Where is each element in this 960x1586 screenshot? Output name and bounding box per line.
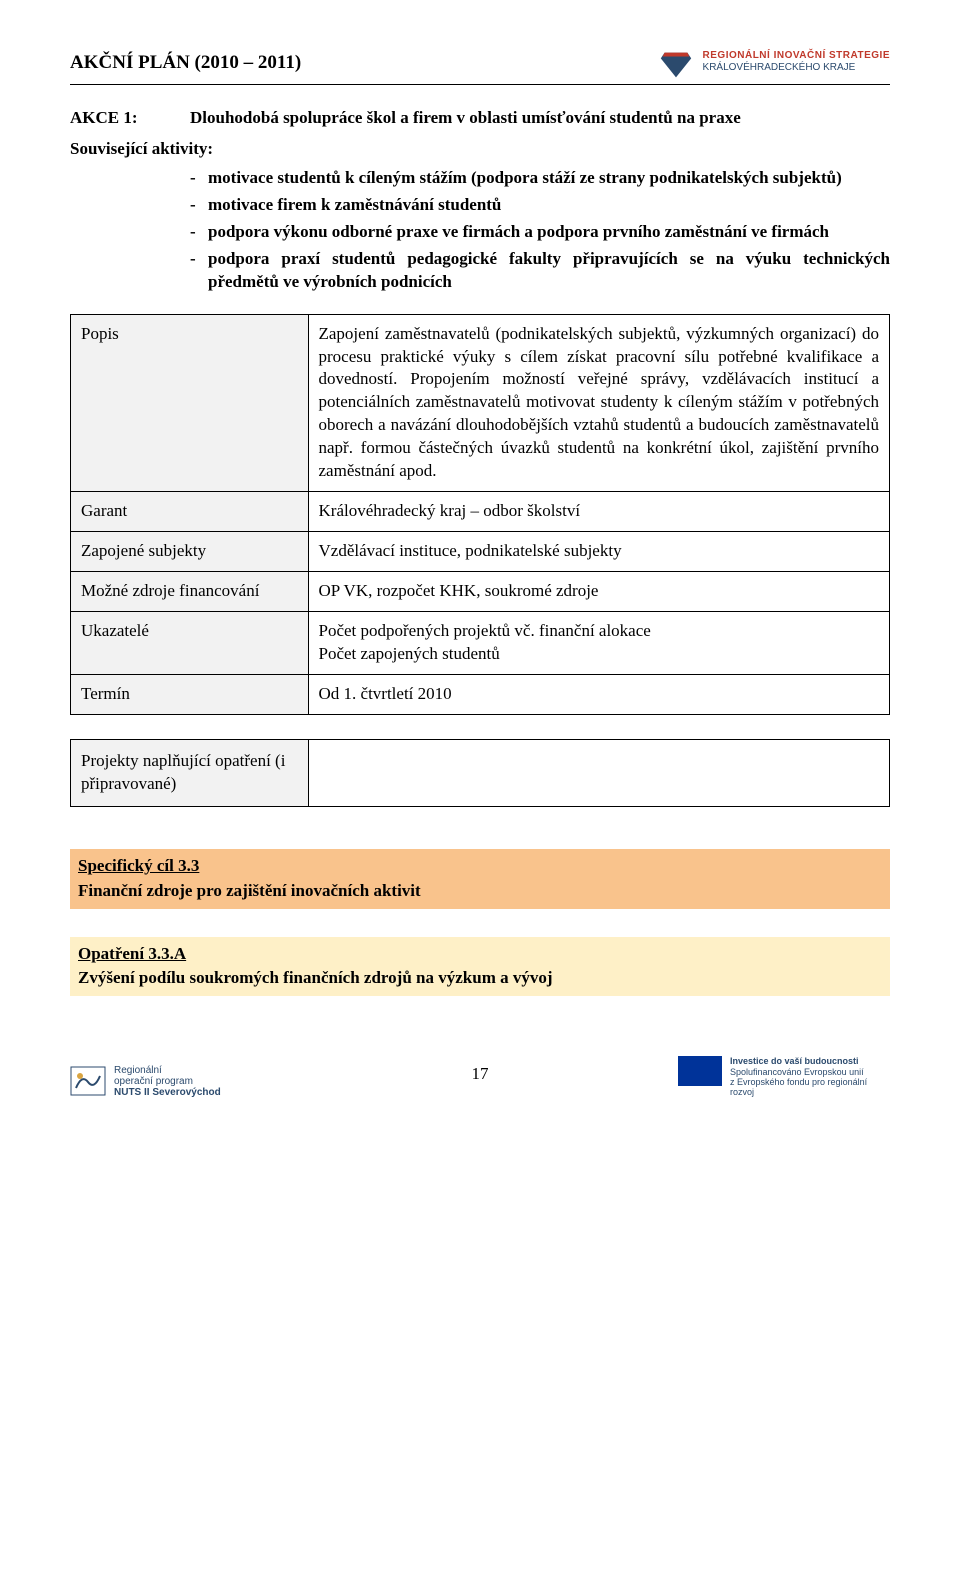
cell-val: Vzdělávací instituce, podnikatelské subj… [308,532,890,572]
akce-label: AKCE 1: [70,107,190,130]
footer-right: ★ Investice do vaší budoucnosti Spolufin… [678,1056,890,1097]
eu-flag-icon: ★ [678,1056,722,1086]
footer-left-l2: operační program [114,1076,221,1087]
footer-right-l3: z Evropského fondu pro regionální rozvoj [730,1077,890,1098]
cell-key: Termín [71,674,309,714]
header-logo: REGIONÁLNÍ INOVAČNÍ STRATEGIE KRÁLOVÉHRA… [657,50,890,80]
cell-val: Královéhradecký kraj – odbor školství [308,492,890,532]
band-title: Opatření 3.3.A [78,943,882,966]
band-title: Specifický cíl 3.3 [78,855,882,878]
table-row: Možné zdroje financování OP VK, rozpočet… [71,572,890,612]
list-item: podpora výkonu odborné praxe ve firmách … [190,221,890,244]
akce-title: Dlouhodobá spolupráce škol a firem v obl… [190,107,890,130]
band-desc: Zvýšení podílu soukromých finančních zdr… [78,967,882,990]
list-item: podpora praxí studentů pedagogické fakul… [190,248,890,294]
footer-left: Regionální operační program NUTS II Seve… [70,1065,221,1098]
cell-key: Popis [71,314,309,492]
footer-left-l1: Regionální [114,1065,221,1076]
table-row: Termín Od 1. čtvrtletí 2010 [71,674,890,714]
cell-key: Zapojené subjekty [71,532,309,572]
footer-right-l1: Investice do vaší budoucnosti [730,1056,890,1066]
projects-table: Projekty naplňující opatření (i připravo… [70,739,890,807]
list-item: motivace firem k zaměstnávání studentů [190,194,890,217]
logo-line1: REGIONÁLNÍ INOVAČNÍ STRATEGIE [703,50,890,62]
page-header: AKČNÍ PLÁN (2010 – 2011) REGIONÁLNÍ INOV… [70,50,890,80]
bullet-list: motivace studentů k cíleným stážím (podp… [70,167,890,294]
logo-line2: KRÁLOVÉHRADECKÉHO KRAJE [703,62,890,74]
shield-icon [657,50,695,80]
document-title: AKČNÍ PLÁN (2010 – 2011) [70,50,301,76]
cell-val: Od 1. čtvrtletí 2010 [308,674,890,714]
measure-band: Opatření 3.3.A Zvýšení podílu soukromých… [70,937,890,997]
cell-key: Ukazatelé [71,611,309,674]
related-activities-head: Související aktivity: [70,138,890,161]
cell-val: OP VK, rozpočet KHK, soukromé zdroje [308,572,890,612]
table-row: Projekty naplňující opatření (i připravo… [71,739,890,806]
cell-val [308,739,890,806]
specific-goal-band: Specifický cíl 3.3 Finanční zdroje pro z… [70,849,890,909]
cell-key: Možné zdroje financování [71,572,309,612]
program-logo-icon [70,1066,106,1096]
table-row: Garant Královéhradecký kraj – odbor škol… [71,492,890,532]
footer-right-l2: Spolufinancováno Evropskou unií [730,1067,890,1077]
akce-heading: AKCE 1: Dlouhodobá spolupráce škol a fir… [70,107,890,130]
band-desc: Finanční zdroje pro zajištění inovačních… [78,880,882,903]
table-row: Zapojené subjekty Vzdělávací instituce, … [71,532,890,572]
detail-table: Popis Zapojení zaměstnavatelů (podnikate… [70,314,890,715]
header-rule [70,84,890,85]
cell-key: Garant [71,492,309,532]
list-item: motivace studentů k cíleným stážím (podp… [190,167,890,190]
table-row: Popis Zapojení zaměstnavatelů (podnikate… [71,314,890,492]
cell-val: Zapojení zaměstnavatelů (podnikatelských… [308,314,890,492]
footer-left-l3: NUTS II Severovýchod [114,1087,221,1098]
cell-val: Počet podpořených projektů vč. finanční … [308,611,890,674]
table-row: Ukazatelé Počet podpořených projektů vč.… [71,611,890,674]
page-number: 17 [472,1063,489,1086]
cell-key: Projekty naplňující opatření (i připravo… [71,739,309,806]
